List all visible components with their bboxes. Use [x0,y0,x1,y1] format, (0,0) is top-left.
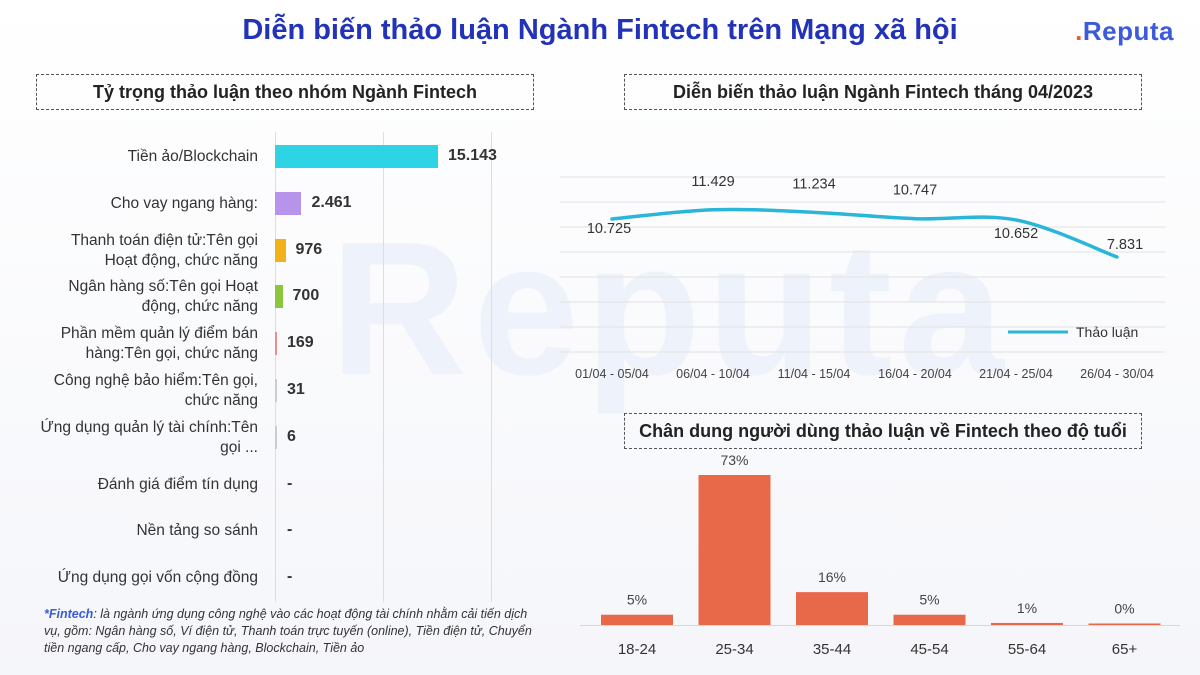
value-label: 5% [919,592,939,608]
bar [893,614,966,625]
x-tick-label: 25-34 [715,641,753,658]
category-label: Công nghệ bảo hiểm:Tên gọi, chức năng [53,372,258,409]
bar [275,238,286,262]
category-label: Đánh giá điểm tín dụng [97,475,258,493]
bar [275,285,283,309]
value-label: 73% [720,452,748,468]
x-tick-label: 35-44 [813,641,851,658]
value-label: 976 [295,240,323,258]
value-label: - [287,521,293,539]
bar [1088,623,1161,625]
category-label: Ngân hàng số:Tên gọi Hoạt động, chức năn… [68,278,258,316]
value-label: 169 [287,334,314,352]
category-label: Cho vay ngang hàng: [110,194,258,212]
value-label: 700 [292,287,320,305]
age-heading: Chân dung người dùng thảo luận về Fintec… [624,413,1142,449]
value-label: 31 [287,381,305,398]
x-tick-label: 06/04 - 10/04 [676,367,750,381]
bar [698,475,771,625]
x-tick-label: 21/04 - 25/04 [979,367,1053,381]
value-label: 2.461 [311,193,352,211]
x-tick-label: 16/04 - 20/04 [878,367,952,381]
category-label: Phần mềm quản lý điểm bán hàng:Tên gọi, … [60,325,258,363]
fintech-footnote: *Fintech: là ngành ứng dụng công nghệ và… [44,606,544,657]
bar [275,379,277,402]
x-tick-label: 11/04 - 15/04 [778,367,851,381]
gridline [383,132,384,602]
x-tick-label: 65+ [1112,641,1138,658]
category-label: Nền tảng so sánh [136,522,258,540]
value-label: 6 [287,427,296,445]
logo-text: Reputa [1082,16,1174,46]
x-tick-label: 45-54 [910,641,948,658]
value-label: - [287,474,293,492]
footnote-term: *Fintech [44,607,94,621]
value-label: 5% [627,592,647,608]
x-tick-label: 55-64 [1008,641,1046,658]
age-distribution-bar-chart: 5% 18-24 73% 25-34 16% 35-44 5% 45-54 1% 55-64 0% 6… [580,452,1180,658]
value-label: 16% [818,569,846,585]
data-label: 10.652 [994,226,1038,242]
data-label: 11.234 [792,176,835,192]
data-label: 10.747 [893,183,937,199]
category-label: Thanh toán điện tử:Tên gọi Hoạt động, ch… [70,231,258,269]
x-tick-label: 01/04 - 05/04 [575,367,649,381]
category-label: Tiền ảo/Blockchain [127,148,258,165]
watermark-logo: Reputa [330,203,1010,415]
bar [796,592,868,625]
data-label: 7.831 [1107,237,1143,253]
bar [275,145,438,168]
fintech-group-heading: Tỷ trọng thảo luận theo nhóm Ngành Finte… [36,74,534,110]
value-label: 0% [1114,601,1134,617]
bar [601,614,673,625]
x-tick-label: 26/04 - 30/04 [1080,367,1154,381]
bar [275,332,277,356]
gridline [275,132,276,602]
logo-dot: . [1075,16,1083,46]
value-label: 15.143 [448,147,497,164]
x-tick-label: 18-24 [618,641,656,658]
fintech-group-bar-chart: Tiền ảo/Blockchain 15.143 Cho vay ngang hà… [0,120,560,610]
discussion-trend-line-chart: 10.725 01/04 - 05/04 11.429 06/04 - 10/04 11… [560,174,1165,381]
brand-logo: .Reputa [1075,16,1174,47]
value-label: - [287,568,293,586]
series-line-thao-luan [610,207,1119,259]
category-label: Ứng dụng quản lý tài chính:Tên gọi ... [40,418,258,456]
bar [275,191,302,215]
legend-label: Thảo luận [1076,324,1138,340]
bar [991,622,1063,625]
gridline [491,132,492,602]
bar [275,425,277,449]
footnote-text: : là ngành ứng dụng công nghệ vào các ho… [44,607,532,655]
page-title: Diễn biến thảo luận Ngành Fintech trên M… [242,14,958,46]
trend-heading: Diễn biến thảo luận Ngành Fintech tháng … [624,74,1142,110]
data-label: 10.725 [587,221,631,237]
data-label: 11.429 [691,174,734,190]
value-label: 1% [1017,600,1037,616]
category-label: Ứng dụng gọi vốn cộng đồng [57,569,258,587]
